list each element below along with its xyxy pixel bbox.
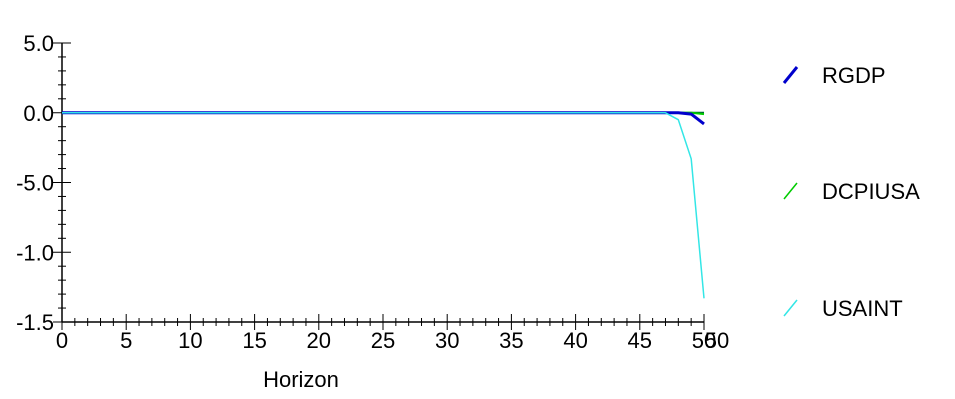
x-tick-label: 50 bbox=[705, 328, 729, 353]
x-tick-label: 5 bbox=[120, 328, 132, 353]
y-tick-label: 0.0 bbox=[23, 101, 54, 126]
x-tick-label: 35 bbox=[499, 328, 523, 353]
x-tick-label: 20 bbox=[307, 328, 331, 353]
legend-swatch-rgdp bbox=[782, 66, 799, 84]
x-axis-title: Horizon bbox=[263, 367, 339, 392]
legend-swatch-usaint bbox=[783, 299, 798, 317]
y-tick-label: 5.0 bbox=[23, 31, 54, 56]
x-tick-label: 45 bbox=[628, 328, 652, 353]
x-tick-label: 15 bbox=[242, 328, 266, 353]
y-tick-label: -1.0 bbox=[16, 240, 54, 265]
legend-label-usaint: USAINT bbox=[822, 296, 903, 321]
x-tick-label: 30 bbox=[435, 328, 459, 353]
series-line-usaint bbox=[62, 112, 705, 299]
legend: RGDP DCPIUSA USAINT bbox=[782, 63, 920, 321]
y-tick-label: -1.5 bbox=[16, 310, 54, 335]
legend-label-dcpiusa: DCPIUSA bbox=[822, 179, 920, 204]
axes bbox=[61, 43, 704, 323]
x-tick-label: 0 bbox=[56, 328, 68, 353]
legend-label-rgdp: RGDP bbox=[822, 63, 886, 88]
legend-swatch-dcpiusa bbox=[783, 182, 798, 200]
x-tick-label: 40 bbox=[563, 328, 587, 353]
series-lines bbox=[62, 111, 705, 299]
series-line-rgdp bbox=[62, 111, 705, 126]
x-tick-label: 50 bbox=[692, 328, 716, 353]
y-tick-label: -5.0 bbox=[16, 171, 54, 196]
x-tick-label: 25 bbox=[371, 328, 395, 353]
x-tick-label: 10 bbox=[178, 328, 202, 353]
